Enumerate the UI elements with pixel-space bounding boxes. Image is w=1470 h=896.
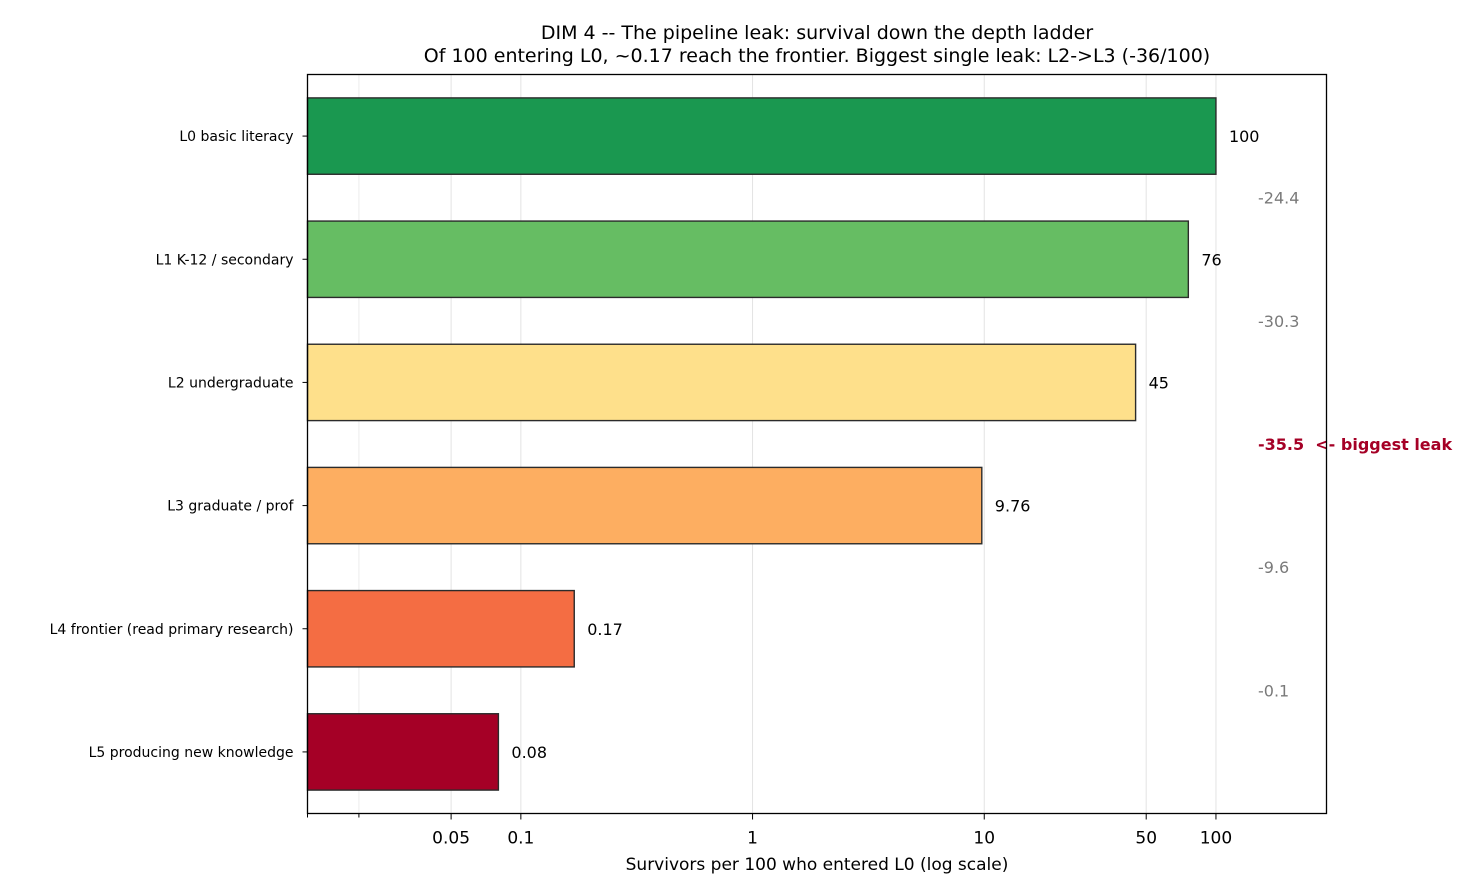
bar-4 [306,589,575,668]
bar-value-label: 0.08 [511,743,547,762]
drop-label: -0.1 [1258,681,1289,700]
bar-2 [306,343,1137,422]
x-tick-label: 0.1 [507,829,534,849]
category-label: L3 graduate / prof [167,499,294,515]
bar-1 [306,220,1190,299]
category-label: L4 frontier (read primary research) [50,622,294,638]
x-gridlines [358,74,1217,814]
x-tick-label: 10 [973,829,995,849]
bar-value-label: 0.17 [587,620,623,639]
bars [306,97,1217,791]
x-tick-label: 100 [1200,829,1232,849]
drop-label: -24.4 [1258,189,1299,208]
bar-value-label: 9.76 [995,497,1031,516]
labels: 100 L0 basic literacy 76 L1 K-12 / secondar… [50,127,1453,762]
drop-label: -9.6 [1258,558,1289,577]
bar-0 [306,97,1217,175]
bar-value-label: 45 [1149,373,1169,392]
x-tick-label: 1 [747,829,758,849]
x-tick-label: 50 [1135,829,1157,849]
bar-value-label: 100 [1229,127,1260,146]
category-label: L0 basic literacy [179,129,293,145]
x-axis-ticks: 0.05 0.1 1 10 50 100 [302,135,1232,849]
category-label: L1 K-12 / secondary [156,252,294,268]
chart-title: DIM 4 -- The pipeline leak: survival dow… [541,22,1093,44]
x-axis-label: Survivors per 100 who entered L0 (log sc… [626,855,1009,875]
bar-5 [306,713,500,791]
category-label: L5 producing new knowledge [89,745,294,761]
chart-subtitle: Of 100 entering L0, ~0.17 reach the fron… [424,45,1210,67]
category-label: L2 undergraduate [168,375,294,391]
biggest-leak-label: -35.5 <- biggest leak [1258,435,1452,454]
bar-3 [306,466,983,545]
plot-frame [306,73,1328,815]
drop-label: -30.3 [1258,312,1299,331]
bar-value-label: 76 [1201,250,1221,269]
x-tick-label: 0.05 [432,829,470,849]
